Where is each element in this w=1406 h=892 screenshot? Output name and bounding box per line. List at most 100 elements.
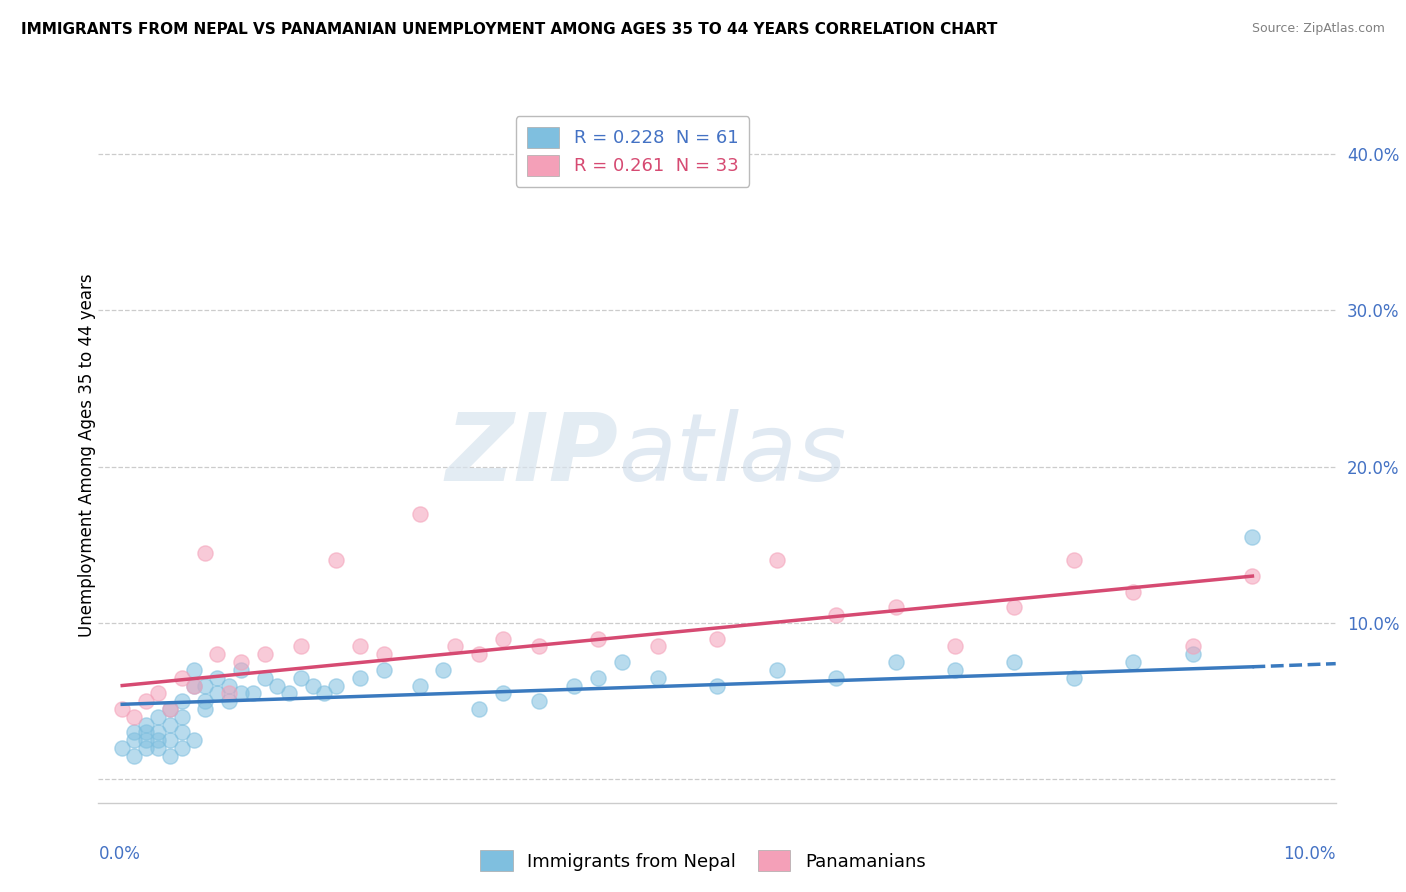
Point <box>765 663 787 677</box>
Point <box>444 640 467 654</box>
Point <box>943 663 966 677</box>
Point <box>183 679 205 693</box>
Point <box>492 632 515 646</box>
Point <box>242 686 264 700</box>
Point <box>207 671 229 685</box>
Text: IMMIGRANTS FROM NEPAL VS PANAMANIAN UNEMPLOYMENT AMONG AGES 35 TO 44 YEARS CORRE: IMMIGRANTS FROM NEPAL VS PANAMANIAN UNEM… <box>21 22 997 37</box>
Point <box>194 546 217 560</box>
Point <box>825 608 848 623</box>
Point <box>943 640 966 654</box>
Point <box>1122 655 1144 669</box>
Point <box>706 632 728 646</box>
Point <box>325 679 347 693</box>
Point <box>183 663 205 677</box>
Point <box>314 686 336 700</box>
Point <box>159 702 181 716</box>
Point <box>146 710 169 724</box>
Point <box>373 647 395 661</box>
Point <box>325 553 347 567</box>
Text: 10.0%: 10.0% <box>1284 845 1336 863</box>
Text: 0.0%: 0.0% <box>98 845 141 863</box>
Point <box>194 679 217 693</box>
Point <box>146 686 169 700</box>
Point <box>170 694 193 708</box>
Point <box>207 686 229 700</box>
Point <box>373 663 395 677</box>
Point <box>468 702 491 716</box>
Point <box>231 655 253 669</box>
Point <box>610 655 633 669</box>
Point <box>146 733 169 747</box>
Point <box>1181 647 1204 661</box>
Point <box>135 717 157 731</box>
Point <box>562 679 585 693</box>
Point <box>170 710 193 724</box>
Point <box>159 702 181 716</box>
Text: ZIP: ZIP <box>446 409 619 501</box>
Point <box>170 741 193 756</box>
Point <box>231 686 253 700</box>
Point <box>1181 640 1204 654</box>
Point <box>170 725 193 739</box>
Point <box>884 655 907 669</box>
Point <box>253 647 276 661</box>
Point <box>277 686 299 700</box>
Point <box>706 679 728 693</box>
Point <box>586 671 609 685</box>
Point <box>183 679 205 693</box>
Point <box>492 686 515 700</box>
Point <box>111 702 134 716</box>
Point <box>1241 569 1264 583</box>
Point <box>349 640 371 654</box>
Point <box>1063 671 1085 685</box>
Legend: R = 0.228  N = 61, R = 0.261  N = 33: R = 0.228 N = 61, R = 0.261 N = 33 <box>516 116 749 186</box>
Point <box>122 725 145 739</box>
Point <box>884 600 907 615</box>
Y-axis label: Unemployment Among Ages 35 to 44 years: Unemployment Among Ages 35 to 44 years <box>79 273 96 637</box>
Point <box>647 671 669 685</box>
Point <box>1122 584 1144 599</box>
Point <box>527 694 550 708</box>
Point <box>122 710 145 724</box>
Point <box>349 671 371 685</box>
Point <box>432 663 454 677</box>
Point <box>135 733 157 747</box>
Text: atlas: atlas <box>619 409 846 500</box>
Point <box>159 748 181 763</box>
Point <box>408 679 430 693</box>
Point <box>1004 600 1026 615</box>
Point <box>408 507 430 521</box>
Point <box>122 748 145 763</box>
Legend: Immigrants from Nepal, Panamanians: Immigrants from Nepal, Panamanians <box>474 843 932 879</box>
Point <box>170 671 193 685</box>
Point <box>146 741 169 756</box>
Point <box>218 679 240 693</box>
Point <box>135 725 157 739</box>
Point <box>765 553 787 567</box>
Point <box>253 671 276 685</box>
Point <box>266 679 288 693</box>
Point <box>111 741 134 756</box>
Point <box>194 702 217 716</box>
Point <box>194 694 217 708</box>
Point <box>218 686 240 700</box>
Point <box>231 663 253 677</box>
Point <box>207 647 229 661</box>
Point <box>527 640 550 654</box>
Point <box>290 640 312 654</box>
Point <box>586 632 609 646</box>
Point <box>825 671 848 685</box>
Point <box>301 679 323 693</box>
Point <box>159 733 181 747</box>
Point <box>135 694 157 708</box>
Point <box>159 717 181 731</box>
Point <box>135 741 157 756</box>
Point <box>122 733 145 747</box>
Point <box>647 640 669 654</box>
Point <box>1004 655 1026 669</box>
Point <box>183 733 205 747</box>
Point <box>468 647 491 661</box>
Point <box>218 694 240 708</box>
Point <box>1241 530 1264 544</box>
Point <box>290 671 312 685</box>
